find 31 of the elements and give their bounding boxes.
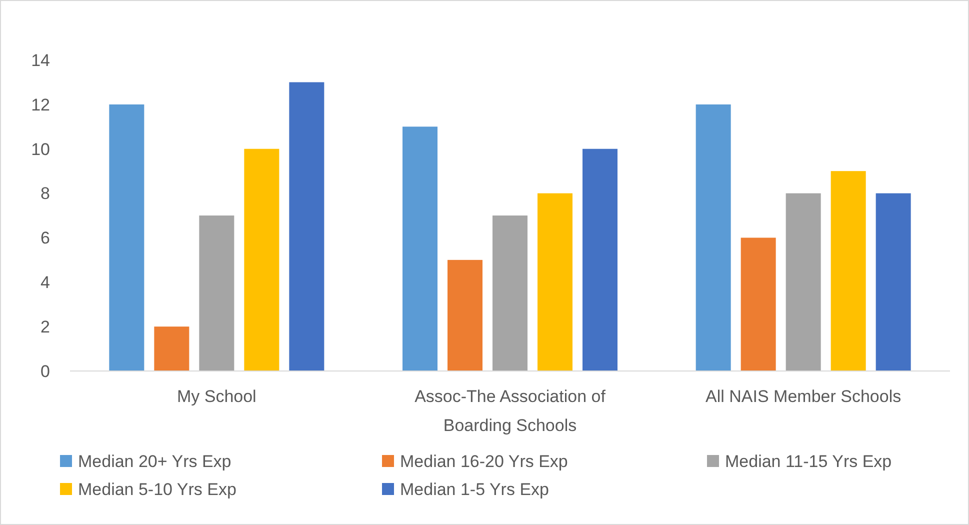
bar: [109, 104, 144, 371]
bar: [582, 148, 618, 371]
bar: [199, 216, 234, 371]
legend-label: Median 16-20 Yrs Exp: [400, 452, 568, 471]
y-tick-label: 12: [31, 95, 50, 114]
bar: [448, 260, 482, 371]
x-tick-label: My School: [176, 387, 256, 406]
bar: [830, 171, 866, 371]
bar: [740, 238, 776, 371]
y-tick-label: 0: [40, 362, 50, 381]
legend-label: Median 20+ Yrs Exp: [78, 452, 232, 471]
y-tick-label: 2: [40, 318, 50, 337]
x-tick-label: All NAIS Member Schools: [706, 387, 902, 406]
y-tick-label: 4: [40, 273, 50, 292]
bar: [289, 82, 324, 371]
legend-label: Median 5-10 Yrs Exp: [78, 480, 236, 499]
y-tick-label: 14: [31, 50, 50, 70]
x-tick-label: Assoc-The Association of Boarding Schools: [414, 387, 606, 435]
bar: [154, 326, 190, 371]
bar: [244, 148, 280, 371]
y-tick-label: 10: [31, 140, 50, 159]
bar: [402, 126, 438, 371]
bar: [538, 193, 572, 371]
legend-label: Median 1-5 Yrs Exp: [400, 480, 549, 499]
y-tick-label: 6: [40, 228, 50, 248]
legend-label: Median 11-15 Yrs Exp: [725, 452, 892, 471]
bar: [492, 216, 528, 371]
bar: [876, 193, 911, 371]
bar: [786, 193, 821, 371]
bar: [696, 104, 731, 371]
y-tick-label: 8: [40, 184, 50, 204]
